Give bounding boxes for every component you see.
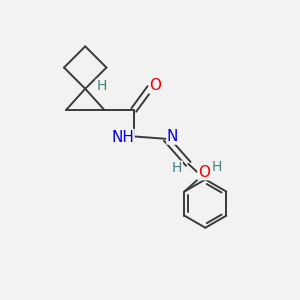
Text: H: H [96,80,106,93]
Text: N: N [167,129,178,144]
Text: H: H [172,161,182,175]
Text: NH: NH [111,130,134,145]
Text: O: O [198,165,210,180]
Text: O: O [149,78,161,93]
Text: H: H [212,160,222,174]
